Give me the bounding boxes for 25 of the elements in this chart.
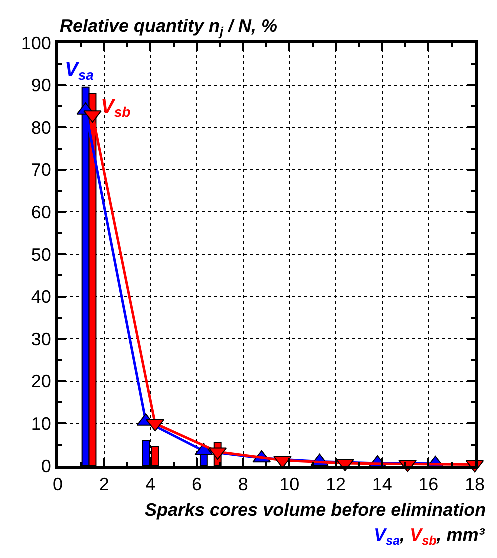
y-tick-label: 90 [31, 76, 52, 96]
text: V$_{sa}$, V$_{sb}$, mm³ [374, 525, 486, 548]
y-tick-label: 0 [41, 456, 52, 476]
y-tick-label: 20 [31, 372, 52, 392]
y-tick-label: 30 [31, 329, 52, 350]
x-tick-label: 2 [99, 474, 110, 495]
x-tick-label: 12 [326, 474, 346, 495]
y-tick-label: 80 [31, 118, 52, 138]
x-tick-label: 6 [192, 474, 202, 495]
x-tick-label: 16 [418, 474, 439, 495]
y-tick-label: 60 [31, 202, 52, 222]
chart-title: Relative quantity n$_{j}$ / N, % [60, 16, 278, 39]
x-axis-title: Sparks cores volume before elimination [145, 500, 486, 520]
y-tick-label: 100 [21, 33, 52, 54]
x-tick-label: 10 [280, 474, 300, 495]
y-tick-label: 70 [31, 160, 52, 180]
series-label: V$_{sb}$ [101, 96, 132, 120]
legend-label: V$_{sa}$ [65, 59, 94, 84]
x-tick-label: 14 [372, 474, 392, 495]
x-tick-label: 4 [146, 474, 156, 495]
y-tick-label: 40 [31, 287, 52, 308]
x-tick-label: 8 [238, 474, 248, 495]
y-tick-label: 10 [31, 414, 52, 434]
y-tick-label: 50 [31, 244, 52, 265]
x-tick-label: 18 [464, 474, 486, 495]
